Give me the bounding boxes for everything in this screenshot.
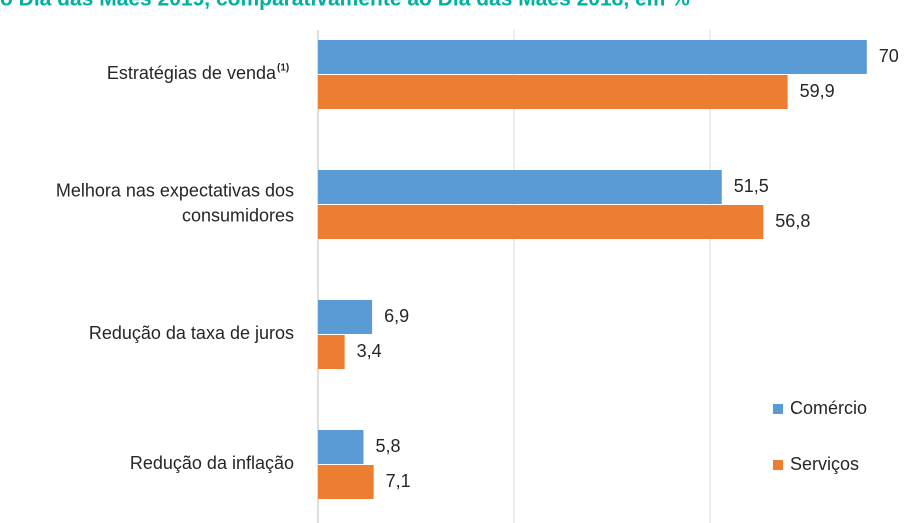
value-label: 51,5 — [734, 176, 769, 196]
bar — [318, 170, 722, 204]
legend-label: Serviços — [790, 454, 859, 474]
value-label: 70 — [879, 46, 899, 66]
value-label: 3,4 — [357, 341, 382, 361]
legend-swatch — [773, 404, 783, 414]
legend-swatch — [773, 460, 783, 470]
bar — [318, 335, 345, 369]
bar — [318, 465, 374, 499]
bar — [318, 75, 788, 109]
value-label: 6,9 — [384, 306, 409, 326]
value-label: 7,1 — [386, 471, 411, 491]
category-label: Estratégias de venda — [107, 63, 277, 83]
bar — [318, 300, 373, 334]
category-label: Redução da inflação — [130, 453, 294, 473]
bar — [318, 430, 364, 464]
chart-title: o Dia das Mães 2019, comparativamente ao… — [0, 0, 690, 11]
bar — [318, 40, 867, 74]
value-label: 5,8 — [375, 436, 400, 456]
bar — [318, 205, 764, 239]
category-label: Melhora nas expectativas dos consumidore… — [56, 180, 294, 225]
value-label: 56,8 — [775, 211, 810, 231]
legend-label: Comércio — [790, 398, 867, 418]
category-label: Redução da taxa de juros — [89, 323, 294, 343]
category-superscript: (1) — [277, 63, 289, 74]
value-label: 59,9 — [800, 81, 835, 101]
